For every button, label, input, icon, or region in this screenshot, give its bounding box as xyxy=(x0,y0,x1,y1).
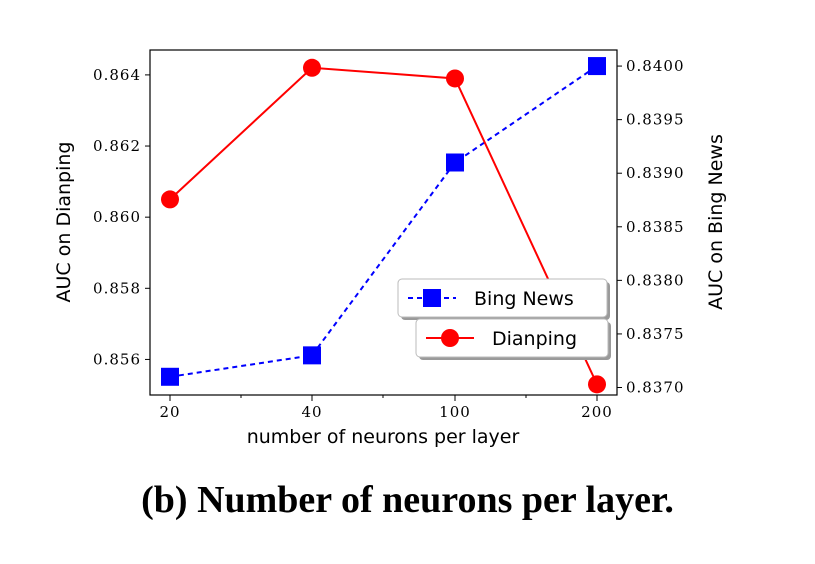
left-tick-label: 0.858 xyxy=(93,279,141,297)
figure-caption: (b) Number of neurons per layer. xyxy=(141,479,674,521)
legend-box xyxy=(415,318,609,358)
legend-box xyxy=(397,278,608,318)
x-tick-label: 20 xyxy=(159,403,180,421)
data-point-square xyxy=(161,367,179,386)
right-tick-label: 0.8385 xyxy=(626,218,685,236)
x-tick-label: 40 xyxy=(301,403,322,421)
right-tick-label: 0.8370 xyxy=(626,379,685,397)
legend-label: Dianping xyxy=(492,328,577,350)
right-tick-label: 0.8380 xyxy=(626,271,685,289)
data-point-square xyxy=(446,153,464,172)
left-tick-label: 0.862 xyxy=(93,137,141,155)
left-tick-label: 0.860 xyxy=(93,208,141,226)
right-tick-label: 0.8400 xyxy=(626,57,685,75)
x-tick-label: 100 xyxy=(439,403,471,421)
legend-marker-square xyxy=(423,289,441,307)
legend-marker-circle xyxy=(441,329,459,347)
left-axis-title: AUC on Dianping xyxy=(53,142,75,303)
data-point-circle xyxy=(588,375,606,394)
right-tick-label: 0.8395 xyxy=(626,111,685,129)
dual-axis-line-chart: 0.856 0.858 0.860 0.862 0.864 0.8370 0.8375 0.… xyxy=(53,49,727,448)
data-point-circle xyxy=(161,190,179,209)
right-tick-label: 0.8390 xyxy=(626,164,685,182)
x-tick-label: 200 xyxy=(581,403,613,421)
left-tick-label: 0.856 xyxy=(93,350,141,368)
legend-label: Bing News xyxy=(474,288,574,310)
right-tick-label: 0.8375 xyxy=(626,325,685,343)
series-line-dianping xyxy=(169,66,598,385)
x-axis-title: number of neurons per layer xyxy=(247,426,520,448)
right-axis-title: AUC on Bing News xyxy=(705,134,727,310)
legend: Bing News Dianping xyxy=(397,278,611,360)
data-point-square xyxy=(303,346,321,365)
data-point-circle xyxy=(446,69,464,88)
left-tick-label: 0.864 xyxy=(93,66,141,84)
series-line-bing-news xyxy=(169,65,598,378)
data-point-square xyxy=(588,57,606,76)
data-point-circle xyxy=(303,58,321,77)
